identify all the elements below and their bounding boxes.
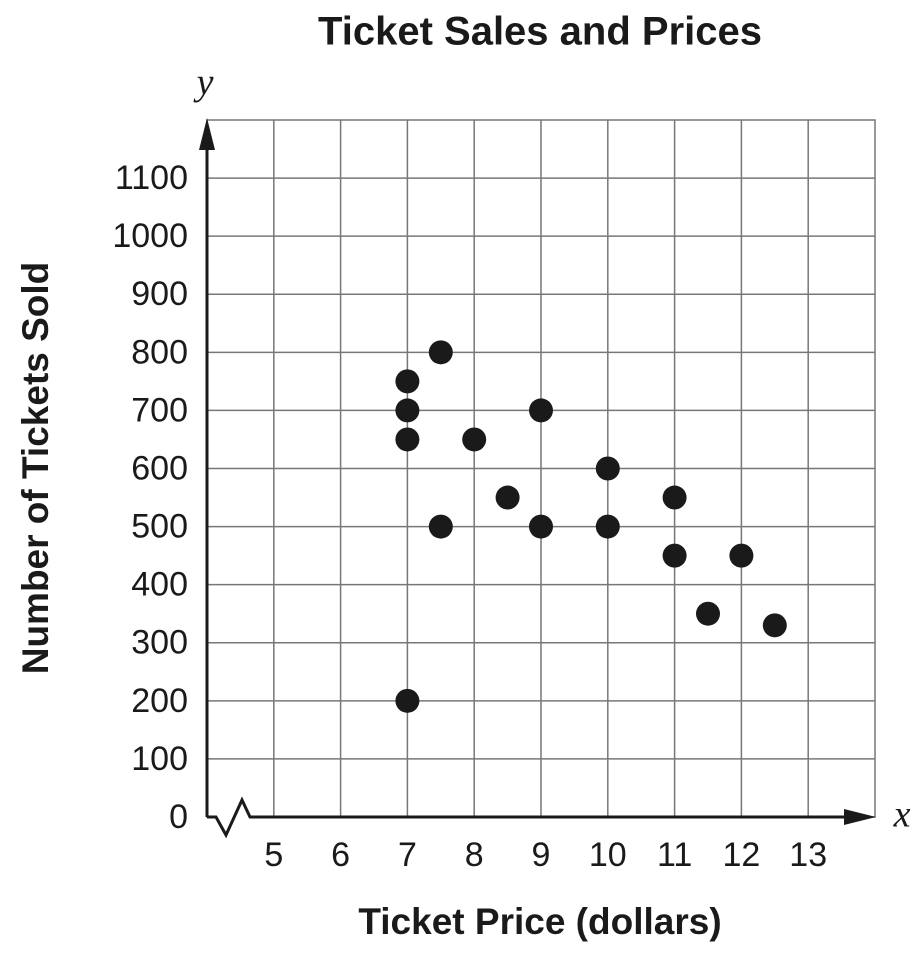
x-tick-label: 13 xyxy=(789,836,827,874)
x-tick-label: 5 xyxy=(264,836,283,874)
x-axis-label: Ticket Price (dollars) xyxy=(358,901,721,942)
point xyxy=(729,543,754,568)
y-tick-label: 500 xyxy=(131,508,188,546)
point xyxy=(395,688,420,713)
y-axis-label: Number of Tickets Sold xyxy=(15,262,56,675)
y-axis-name: y xyxy=(193,62,214,104)
x-arrow xyxy=(844,809,876,825)
y-tick-label: 300 xyxy=(131,624,188,662)
point xyxy=(428,514,453,539)
x-tick-label: 6 xyxy=(331,836,350,874)
y-tick-label: 1000 xyxy=(112,217,188,255)
point xyxy=(428,340,453,365)
axis-break xyxy=(207,796,255,839)
point xyxy=(529,398,553,423)
y-arrow xyxy=(199,118,215,150)
point xyxy=(595,456,620,481)
y-tick-label: 700 xyxy=(131,391,188,429)
y-tick-label: 1100 xyxy=(115,159,188,197)
chart-title: Ticket Sales and Prices xyxy=(318,10,762,54)
x-axis-name: x xyxy=(893,794,911,836)
y-tick-label: 800 xyxy=(131,333,188,371)
point xyxy=(462,427,487,452)
point xyxy=(662,485,687,510)
x-tick-label: 8 xyxy=(465,836,484,874)
y-tick-label: 200 xyxy=(131,682,188,720)
y-tick-label: 900 xyxy=(131,275,188,313)
point xyxy=(395,398,420,423)
y-tick-label: 600 xyxy=(131,449,188,487)
point xyxy=(495,485,520,510)
point xyxy=(395,369,420,394)
x-tick-label: 11 xyxy=(657,836,692,874)
point xyxy=(529,514,553,539)
point xyxy=(696,601,720,626)
point xyxy=(395,427,420,452)
y-tick-label: 400 xyxy=(131,566,188,604)
y-tick-label: 0 xyxy=(169,798,188,836)
y-tick-label: 100 xyxy=(131,740,188,778)
grid xyxy=(207,120,875,817)
point xyxy=(662,543,687,568)
x-tick-label: 10 xyxy=(589,836,627,874)
x-tick-label: 12 xyxy=(722,836,760,874)
x-tick-label: 9 xyxy=(532,836,551,874)
x-tick-label: 7 xyxy=(398,836,417,874)
point xyxy=(762,613,787,638)
point xyxy=(595,514,620,539)
